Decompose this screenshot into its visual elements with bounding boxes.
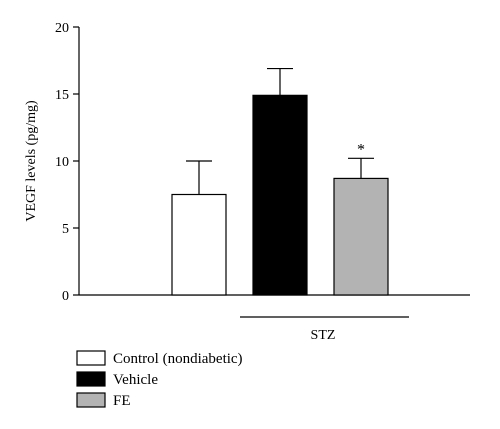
legend-label: Control (nondiabetic) bbox=[113, 351, 243, 367]
y-axis: 0 5 10 15 20 bbox=[55, 21, 80, 304]
legend-label: FE bbox=[113, 393, 131, 409]
y-tick-label: 5 bbox=[62, 222, 69, 237]
legend-swatch bbox=[76, 392, 106, 408]
bar-vehicle bbox=[252, 94, 308, 296]
y-axis-label: VEGF levels (pg/mg) bbox=[24, 100, 39, 222]
stz-group-bracket: STZ bbox=[240, 316, 409, 343]
legend-swatch bbox=[76, 371, 106, 387]
significance-marker: * bbox=[357, 141, 365, 158]
legend-label: Vehicle bbox=[113, 372, 158, 388]
legend: Control (nondiabetic) Vehicle FE bbox=[76, 350, 243, 409]
y-tick-label: 20 bbox=[55, 21, 69, 36]
y-tick-label: 0 bbox=[62, 289, 69, 304]
stz-group-label: STZ bbox=[311, 328, 336, 343]
y-tick-label: 15 bbox=[55, 88, 69, 103]
bar-fe bbox=[333, 177, 389, 296]
y-tick-label: 10 bbox=[55, 155, 69, 170]
legend-swatch bbox=[76, 350, 106, 366]
bars: * bbox=[171, 67, 389, 296]
bar-control-nondiabetic bbox=[171, 193, 227, 296]
